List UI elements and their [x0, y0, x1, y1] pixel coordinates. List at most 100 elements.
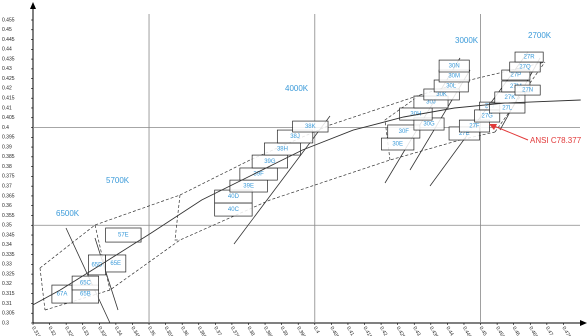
y-tick-label: 0.34: [2, 242, 12, 248]
y-tick-label: 0.4: [2, 125, 9, 131]
x-tick-label: 0.365: [196, 326, 208, 336]
x-tick-label: 0.435: [428, 326, 440, 336]
x-tick-label: 0.345: [130, 326, 142, 336]
grid: [33, 14, 580, 323]
x-tick-label: 0.415: [362, 326, 374, 336]
x-tick-label: 0.45: [478, 326, 488, 336]
y-axis-arrow: [30, 2, 36, 9]
annotation-arrowhead: [489, 124, 497, 130]
y-tick-label: 0.36: [2, 203, 12, 209]
bin-label: 40C: [228, 207, 240, 213]
y-tick-label: 0.37: [2, 183, 12, 189]
envelope-edge: [174, 194, 181, 241]
y-tick-label: 0.305: [2, 311, 15, 317]
bin-label: 39F: [253, 172, 264, 178]
y-tick-label: 0.385: [2, 154, 15, 160]
bin-label: 40D: [228, 194, 240, 200]
annotation: ANSI C78.377: [530, 136, 582, 145]
bin-label: 27K: [505, 95, 516, 101]
envelope-edge: [384, 94, 421, 161]
x-tick-label: 0.39: [279, 326, 289, 336]
y-tick-label: 0.405: [2, 115, 15, 121]
x-tick-label: 0.375: [229, 326, 241, 336]
bin-label: 27R: [524, 55, 536, 61]
bin-label: 30F: [399, 129, 410, 135]
cct-label: 5700K: [106, 176, 130, 185]
y-tick-label: 0.375: [2, 174, 15, 180]
x-tick-label: 0.395: [295, 326, 307, 336]
cct-label: 2700K: [528, 31, 552, 40]
cct-label: 3000K: [455, 36, 479, 45]
ticks: 0.3 0.305 0.31 0.315 0.32 0.325 0.33 0.335 0.34 0…: [2, 17, 572, 336]
y-tick-label: 0.32: [2, 281, 12, 287]
bin-label: 30K: [436, 92, 447, 98]
envelope-edge: [94, 224, 111, 291]
isotherm: [65, 227, 111, 324]
y-tick-label: 0.42: [2, 86, 12, 92]
x-tick-label: 0.315: [30, 326, 42, 336]
x-tick-label: 0.37: [212, 326, 222, 336]
isotherm: [94, 237, 119, 311]
bin: [387, 124, 421, 139]
x-tick-label: 0.46: [511, 326, 521, 336]
bin-label: 27E: [459, 131, 470, 137]
x-tick-label: 0.34: [113, 326, 123, 336]
bin-label: 27G: [482, 114, 494, 120]
y-tick-label: 0.335: [2, 252, 15, 258]
envelope: [39, 61, 546, 311]
x-tick-label: 0.385: [262, 326, 274, 336]
y-tick-label: 0.41: [2, 105, 12, 111]
y-tick-label: 0.45: [2, 27, 12, 33]
y-tick-label: 0.425: [2, 76, 15, 82]
y-tick-label: 0.3: [2, 320, 9, 326]
x-tick-label: 0.42: [378, 326, 388, 336]
y-tick-label: 0.43: [2, 66, 12, 72]
bin: [514, 84, 541, 96]
x-tick-label: 0.335: [96, 326, 108, 336]
bin-label: 67A: [57, 292, 68, 298]
x-tick-label: 0.455: [494, 326, 506, 336]
x-tick-label: 0.4: [312, 326, 321, 335]
bin-label: 65C: [80, 281, 92, 287]
bin-label: 38H: [277, 147, 288, 153]
bin: [514, 51, 544, 63]
bin-label: 57E: [118, 233, 129, 239]
cct-label: 4000K: [285, 84, 309, 93]
bin-label: 27Q: [519, 65, 531, 71]
bin-label: 65B: [80, 292, 91, 298]
envelope-edge: [494, 61, 546, 133]
y-tick-label: 0.365: [2, 193, 15, 199]
bin-label: 65E: [110, 261, 121, 267]
x-tick-label: 0.35: [146, 326, 156, 336]
x-tick-label: 0.36: [179, 326, 189, 336]
x-tick-label: 0.38: [246, 326, 256, 336]
bin-label: 30N: [449, 64, 460, 70]
bin: [292, 120, 329, 133]
bin-label: 27N: [522, 88, 533, 94]
bin-label: 27L: [502, 106, 513, 112]
bin-label: 38J: [290, 134, 300, 140]
x-tick-label: 0.47: [544, 326, 554, 336]
planckian-curve: [32, 99, 581, 306]
x-tick-label: 0.33: [80, 326, 90, 336]
isotherm: [233, 115, 331, 245]
y-tick-label: 0.415: [2, 96, 15, 102]
x-tick-label: 0.43: [411, 326, 421, 336]
envelope-edge: [39, 267, 46, 311]
bin: [438, 59, 470, 73]
x-tick-label: 0.32: [47, 326, 57, 336]
bin-label: 39G: [264, 159, 276, 165]
y-tick-label: 0.395: [2, 135, 15, 141]
bin-label: 30L: [446, 84, 457, 90]
x-tick-label: 0.425: [395, 326, 407, 336]
bin-label: 65D: [91, 263, 103, 269]
annotation-arrow: [493, 125, 529, 141]
y-tick-label: 0.455: [2, 17, 15, 23]
y-tick-label: 0.315: [2, 291, 15, 297]
x-axis-arrow: [580, 320, 587, 326]
x-tick-label: 0.475: [561, 326, 573, 336]
x-tick-label: 0.44: [445, 326, 455, 336]
x-tick-label: 0.445: [461, 326, 473, 336]
y-tick-label: 0.38: [2, 164, 12, 170]
bin-label: 39E: [243, 184, 254, 190]
